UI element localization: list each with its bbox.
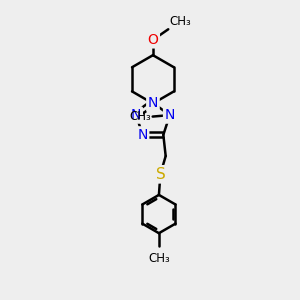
Text: N: N bbox=[148, 97, 158, 110]
Text: CH₃: CH₃ bbox=[148, 252, 170, 265]
Text: S: S bbox=[155, 167, 165, 182]
Text: N: N bbox=[131, 108, 141, 122]
Text: O: O bbox=[148, 33, 158, 47]
Text: N: N bbox=[137, 128, 148, 142]
Text: CH₃: CH₃ bbox=[129, 110, 151, 123]
Text: N: N bbox=[165, 108, 175, 122]
Text: CH₃: CH₃ bbox=[170, 15, 191, 28]
